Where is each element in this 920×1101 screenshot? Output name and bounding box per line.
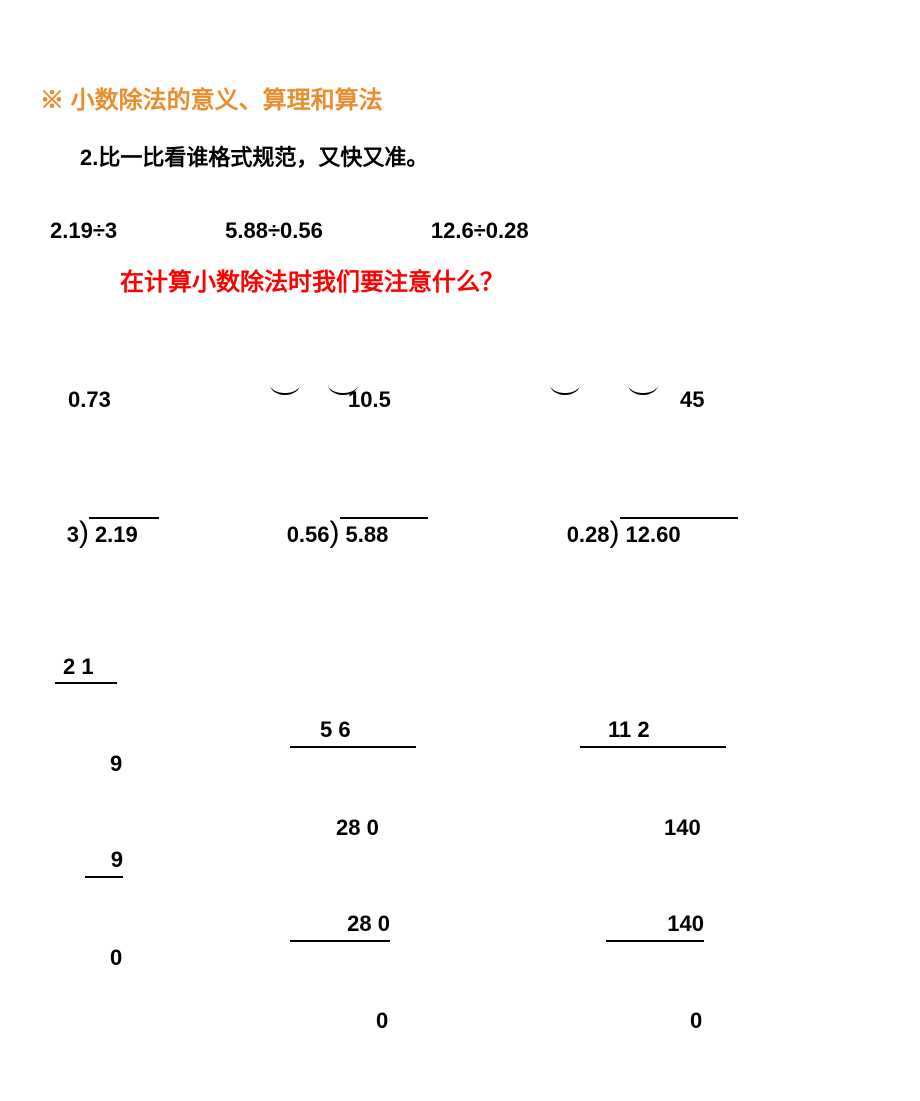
ld3-r3: 0 <box>530 1005 750 1037</box>
ld2-dividend: 5.88 <box>340 517 428 551</box>
ld1-r2: 9 <box>85 844 123 878</box>
problems-row: 2.19÷3 5.88÷0.56 12.6÷0.28 <box>50 218 529 244</box>
ld2-r0: 5 6 <box>290 714 416 748</box>
ld1-divisor: 3 <box>67 522 79 547</box>
ld1-quotient: 0.73 <box>30 384 170 416</box>
problem-3: 12.6÷0.28 <box>431 218 529 244</box>
longdiv-3: 45 0.28)12.60 11 2 140 140 0 <box>530 320 750 1101</box>
ld3-r1: 140 <box>530 812 750 844</box>
ld3-divisor: 0.28 <box>567 522 610 547</box>
ld3-r2: 140 <box>606 908 704 942</box>
problem-2: 5.88÷0.56 <box>225 218 323 244</box>
section-title: ※ 小数除法的意义、算理和算法 <box>40 80 383 115</box>
ld1-r0: 2 1 <box>55 651 117 685</box>
subtitle: 2.比一比看谁格式规范，又快又准。 <box>80 140 428 172</box>
ld1-r3: 0 <box>30 942 170 974</box>
longdiv-1: 0.73 3)2.19 2 1 9 9 0 <box>30 320 170 1101</box>
longdivision-area: 0.73 3)2.19 2 1 9 9 0 10.5 0.56)5.88 5 6… <box>30 320 750 1101</box>
ld3-dividend: 12.60 <box>620 517 738 551</box>
problem-1: 2.19÷3 <box>50 218 117 244</box>
longdiv-2: 10.5 0.56)5.88 5 6 28 0 28 0 0 <box>250 320 450 1101</box>
title-text: 小数除法的意义、算理和算法 <box>71 87 383 114</box>
ld2-divisor: 0.56 <box>287 522 330 547</box>
ld2-r2: 28 0 <box>290 908 390 942</box>
ld2-r1: 28 0 <box>250 812 450 844</box>
ld3-r0: 11 2 <box>580 714 726 748</box>
question-text: 在计算小数除法时我们要注意什么？ <box>120 262 504 297</box>
ld2-r3: 0 <box>250 1005 450 1037</box>
title-marker: ※ <box>40 87 64 114</box>
ld1-dividend: 2.19 <box>89 517 159 551</box>
ld1-r1: 9 <box>30 748 170 780</box>
